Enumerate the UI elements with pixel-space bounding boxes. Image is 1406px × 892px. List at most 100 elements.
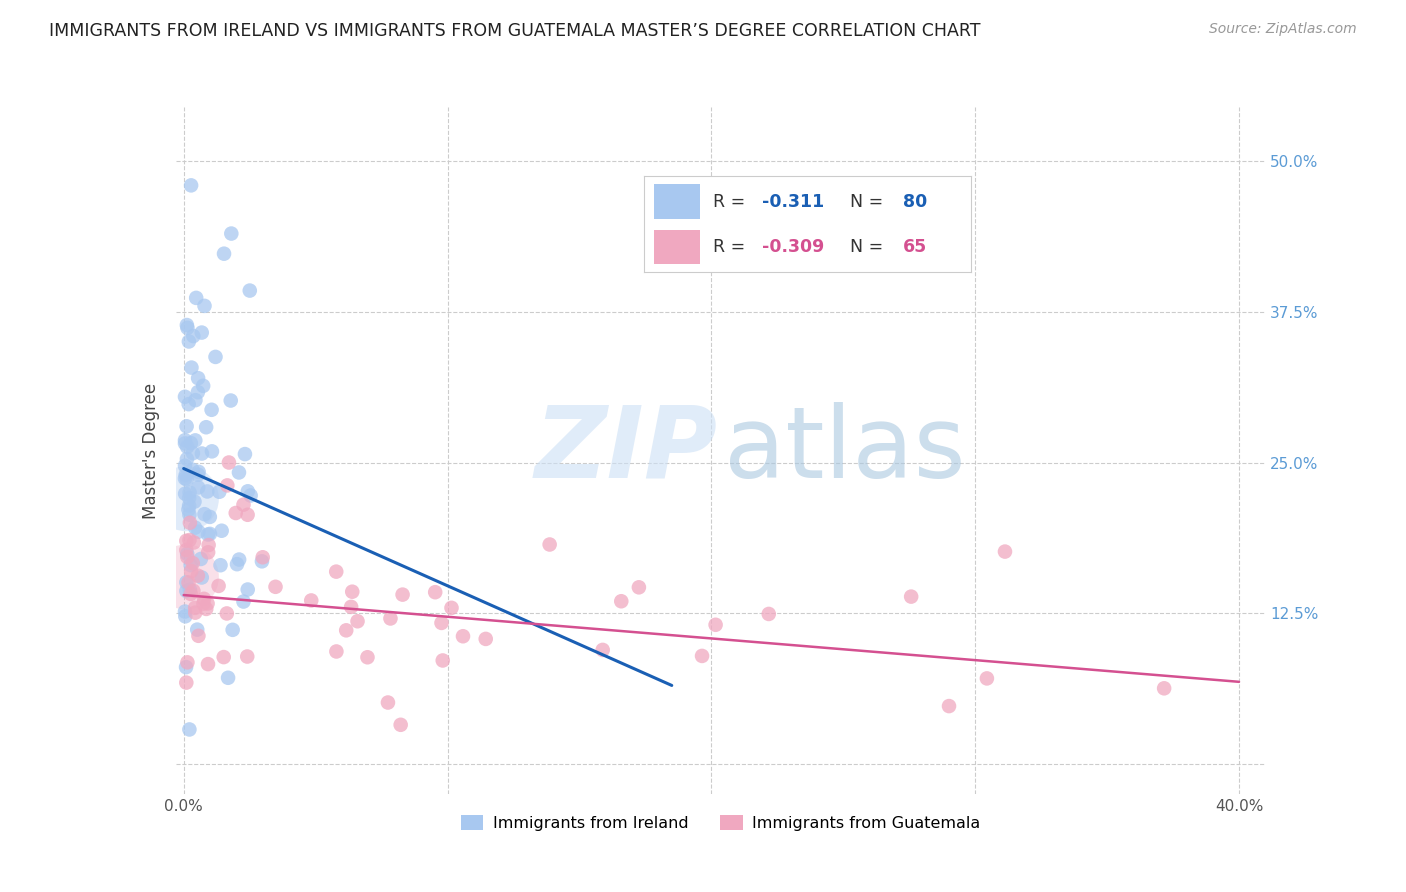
Point xyxy=(250,554,273,568)
Point xyxy=(219,393,242,408)
Point xyxy=(217,478,239,492)
Point xyxy=(174,467,197,482)
Point xyxy=(758,607,780,621)
Point xyxy=(342,584,364,599)
Point xyxy=(193,299,215,313)
Point xyxy=(440,600,463,615)
Point xyxy=(176,543,198,558)
Point xyxy=(197,527,219,541)
Point xyxy=(174,390,197,404)
Point xyxy=(195,420,218,434)
Point xyxy=(228,466,250,480)
Text: -0.311: -0.311 xyxy=(762,193,824,211)
Point xyxy=(187,629,209,643)
Text: R =: R = xyxy=(713,193,751,211)
Point xyxy=(197,545,219,559)
Point xyxy=(176,533,198,548)
Text: 80: 80 xyxy=(903,193,927,211)
Point xyxy=(198,527,221,541)
Point xyxy=(176,570,198,584)
Point xyxy=(177,334,200,349)
Point xyxy=(233,447,256,461)
Point xyxy=(184,393,207,408)
Point xyxy=(239,284,262,298)
Point xyxy=(391,588,413,602)
Point xyxy=(239,488,262,502)
Point xyxy=(176,419,198,434)
Point xyxy=(181,463,204,477)
Point xyxy=(174,434,197,448)
Text: ZIP: ZIP xyxy=(534,402,717,499)
Point xyxy=(226,557,249,571)
Bar xyxy=(654,185,700,219)
Point xyxy=(200,402,222,417)
Text: N =: N = xyxy=(851,238,889,256)
Point xyxy=(690,648,713,663)
Point xyxy=(209,558,232,573)
Point xyxy=(325,644,347,658)
Point xyxy=(179,491,201,505)
Point xyxy=(181,329,204,343)
Point xyxy=(474,632,496,646)
Point xyxy=(191,446,214,460)
Point xyxy=(197,538,219,552)
Point xyxy=(180,587,202,601)
Point xyxy=(335,624,357,638)
Point xyxy=(174,458,197,473)
Point xyxy=(198,509,221,524)
Point xyxy=(704,617,727,632)
Point xyxy=(197,657,219,672)
Point xyxy=(425,585,447,599)
Point xyxy=(232,498,254,512)
Point xyxy=(179,723,201,737)
Point xyxy=(179,508,201,522)
Point xyxy=(187,371,209,385)
Point xyxy=(184,600,207,615)
Point xyxy=(176,318,198,332)
Point xyxy=(176,547,198,561)
Point xyxy=(176,675,198,690)
Point xyxy=(610,594,633,608)
Y-axis label: Master's Degree: Master's Degree xyxy=(142,383,160,518)
Point xyxy=(187,481,209,495)
Point xyxy=(181,446,204,460)
Point xyxy=(176,491,198,506)
Point xyxy=(176,584,198,599)
Legend: Immigrants from Ireland, Immigrants from Guatemala: Immigrants from Ireland, Immigrants from… xyxy=(454,808,987,838)
Point xyxy=(191,379,214,393)
Point xyxy=(430,615,453,630)
Point xyxy=(252,550,274,565)
Text: Source: ZipAtlas.com: Source: ZipAtlas.com xyxy=(1209,22,1357,37)
Text: R =: R = xyxy=(713,238,751,256)
Text: atlas: atlas xyxy=(724,402,966,499)
Point xyxy=(221,227,243,241)
Point xyxy=(264,580,287,594)
Point xyxy=(177,397,200,411)
Point xyxy=(195,602,218,616)
Point xyxy=(627,580,650,594)
Point xyxy=(190,552,212,566)
Point xyxy=(187,524,209,539)
Point xyxy=(377,696,399,710)
Point xyxy=(174,605,197,619)
Point xyxy=(225,506,247,520)
Point xyxy=(193,507,215,521)
Point xyxy=(340,599,363,614)
Point xyxy=(236,582,259,597)
Point xyxy=(195,484,218,499)
Point xyxy=(187,568,209,582)
Point xyxy=(179,516,201,530)
Point xyxy=(212,246,235,260)
Point xyxy=(180,178,202,193)
Point xyxy=(176,452,198,467)
Point xyxy=(176,440,198,454)
Point xyxy=(212,650,235,665)
Point xyxy=(232,594,254,608)
Text: -0.309: -0.309 xyxy=(762,238,824,256)
Point xyxy=(184,606,207,620)
Point xyxy=(180,436,202,450)
Point xyxy=(193,591,215,606)
Point xyxy=(174,436,197,450)
Point xyxy=(176,472,198,486)
Point xyxy=(186,623,208,637)
